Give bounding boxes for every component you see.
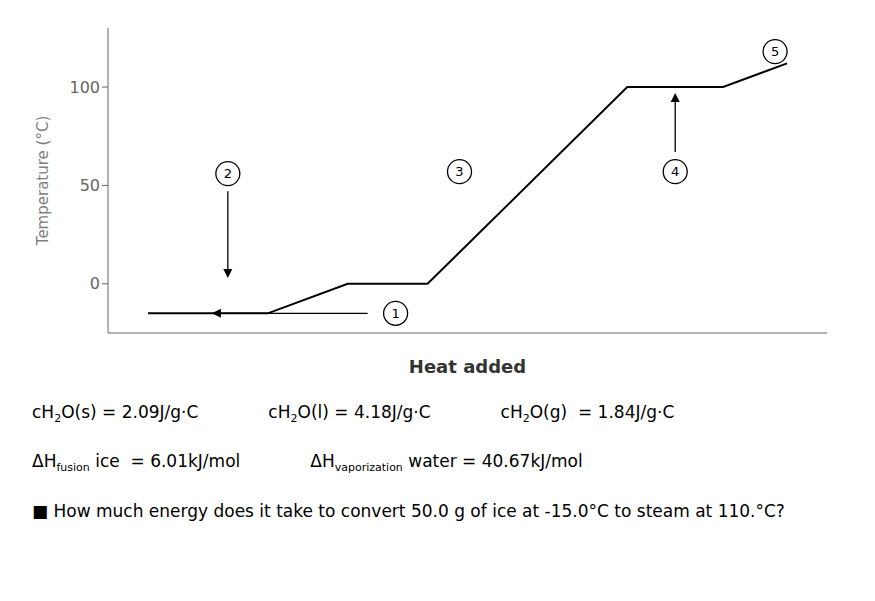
html-text:ΔHvaporizationwater = 40.67kJ/: ΔHvaporizationwater = 40.67kJ/mol bbox=[310, 451, 583, 475]
svg-text:Heat added: Heat added bbox=[409, 356, 526, 377]
svg-text:0: 0 bbox=[90, 274, 100, 293]
html-text:cH2O(s) = 2.09J/g·C: cH2O(s) = 2.09J/g·C bbox=[32, 402, 199, 426]
svg-text:Temperature (°C): Temperature (°C) bbox=[34, 116, 52, 246]
html-text:cH2O(g) = 1.84J/g·C: cH2O(g) = 1.84J/g·C bbox=[500, 402, 675, 426]
svg-text:2: 2 bbox=[224, 166, 232, 181]
svg-text:3: 3 bbox=[455, 164, 463, 179]
html-text:cH2O(l) = 4.18J/g·C: cH2O(l) = 4.18J/g·C bbox=[268, 402, 431, 426]
svg-text:4: 4 bbox=[671, 164, 679, 179]
svg-text:50: 50 bbox=[80, 176, 100, 195]
html-text:ΔHfusionice = 6.01kJ/mol: ΔHfusionice = 6.01kJ/mol bbox=[32, 451, 241, 475]
html-text:■ How much energy does it take: ■ How much energy does it take to conver… bbox=[32, 500, 785, 521]
svg-text:1: 1 bbox=[391, 306, 399, 321]
svg-text:5: 5 bbox=[771, 44, 779, 59]
svg-text:100: 100 bbox=[69, 78, 100, 97]
